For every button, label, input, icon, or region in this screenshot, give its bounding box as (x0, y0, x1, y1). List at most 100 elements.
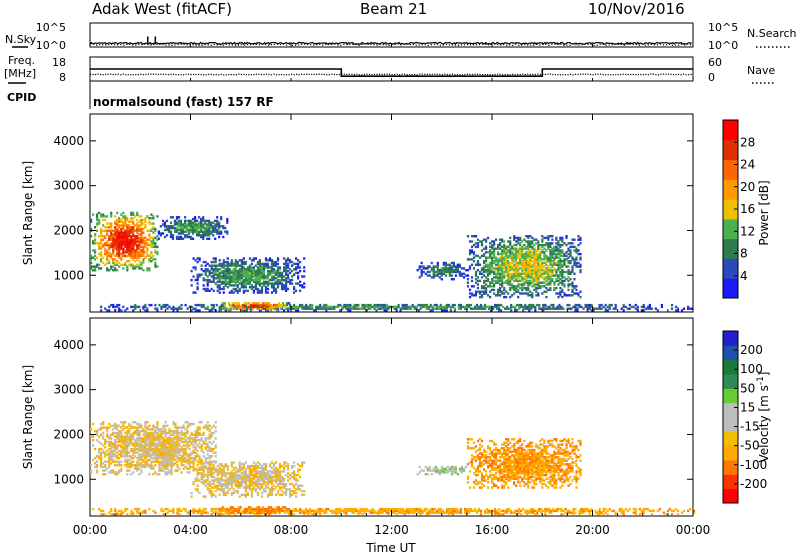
power-cell (499, 279, 502, 283)
power-cell (279, 305, 283, 309)
nsearch-dot (340, 44, 342, 46)
velocity-cell (188, 471, 191, 474)
velocity-cell (180, 471, 183, 474)
power-cell (529, 290, 532, 293)
power-cell (551, 242, 554, 245)
nave-dot (265, 73, 268, 75)
power-cell (218, 278, 221, 282)
velocity-cell (206, 437, 209, 440)
velocity-cell (130, 456, 133, 460)
velocity-cell (92, 458, 95, 462)
power-cell (486, 305, 489, 309)
power-cell (243, 309, 246, 312)
power-cell (622, 303, 625, 307)
power-cell (535, 267, 538, 270)
power-cell (573, 249, 576, 252)
power-cell (521, 260, 524, 263)
power-cell (92, 240, 95, 243)
power-cell (138, 267, 141, 270)
nave-dot (451, 73, 453, 75)
power-cell (272, 269, 276, 273)
power-cell (509, 243, 512, 247)
power-cell (122, 211, 125, 215)
power-cell (254, 287, 257, 291)
nave-dot (509, 74, 511, 76)
velocity-cell (90, 428, 93, 431)
nsearch-dot (560, 43, 562, 45)
velocity-cell (174, 442, 177, 445)
power-cell (458, 272, 461, 275)
velocity-cell (112, 433, 115, 436)
power-cell (519, 272, 522, 275)
power-cell (521, 267, 524, 270)
power-cell (575, 263, 578, 266)
power-cell (465, 305, 469, 309)
power-cell (208, 269, 211, 273)
velocity-cell (124, 458, 127, 462)
velocity-cell (170, 440, 173, 444)
power-cell (190, 235, 193, 239)
power-cell (276, 271, 280, 275)
power-cell (122, 227, 125, 231)
power-cell (216, 273, 219, 276)
power-cell (415, 307, 418, 310)
velocity-cell (214, 451, 217, 454)
velocity-cell (180, 460, 183, 463)
velocity-cell (178, 437, 181, 440)
power-cell (102, 218, 105, 222)
power-cell (468, 249, 472, 252)
cpid-label: CPID (7, 91, 36, 104)
velocity-cell (222, 482, 225, 486)
velocity-cell (118, 471, 121, 474)
power-cell (264, 257, 268, 260)
power-cell (527, 263, 530, 266)
power-cell (525, 254, 528, 258)
power-cell (563, 242, 566, 245)
power-cell (202, 278, 205, 282)
power-cell (130, 240, 133, 243)
power-cell (590, 309, 593, 312)
velocity-cell (90, 464, 93, 467)
power-cell (549, 283, 552, 286)
power-cell (136, 265, 139, 268)
power-cell (470, 294, 474, 297)
velocity-cell (164, 444, 167, 447)
power-cell (573, 272, 576, 275)
power-cell (124, 238, 127, 241)
velocity-cell (226, 482, 229, 486)
power-cell (136, 256, 139, 259)
power-cell (287, 264, 290, 267)
power-cell (485, 247, 488, 250)
power-cell (258, 278, 261, 282)
power-cell (559, 267, 562, 270)
nave-dot (399, 74, 401, 76)
velocity-cell (176, 465, 179, 469)
velocity-cell (152, 456, 155, 460)
power-cell (130, 235, 133, 238)
power-cell (517, 251, 520, 254)
frequency-series (89, 68, 694, 81)
power-cell (124, 309, 127, 312)
velocity-cell (148, 437, 151, 440)
power-cell (582, 307, 585, 310)
velocity-cell (140, 447, 143, 451)
nsearch-dot (264, 43, 267, 46)
power-cell (413, 307, 416, 310)
power-cell (237, 303, 240, 307)
power-cell (573, 286, 576, 290)
power-cell (242, 278, 245, 282)
power-cell (258, 277, 261, 280)
power-cell (272, 271, 276, 275)
nsearch-dot (650, 43, 652, 46)
power-cell (179, 235, 183, 239)
power-cell (132, 227, 135, 231)
power-cell (138, 247, 141, 250)
power-cell (519, 283, 522, 286)
velocity-cell (186, 444, 189, 447)
nave-dot (273, 73, 275, 75)
power-cell (420, 261, 423, 265)
velocity-cell (192, 481, 195, 484)
power-cell (112, 247, 115, 250)
power-cell (561, 269, 564, 272)
power-cell (454, 269, 457, 272)
